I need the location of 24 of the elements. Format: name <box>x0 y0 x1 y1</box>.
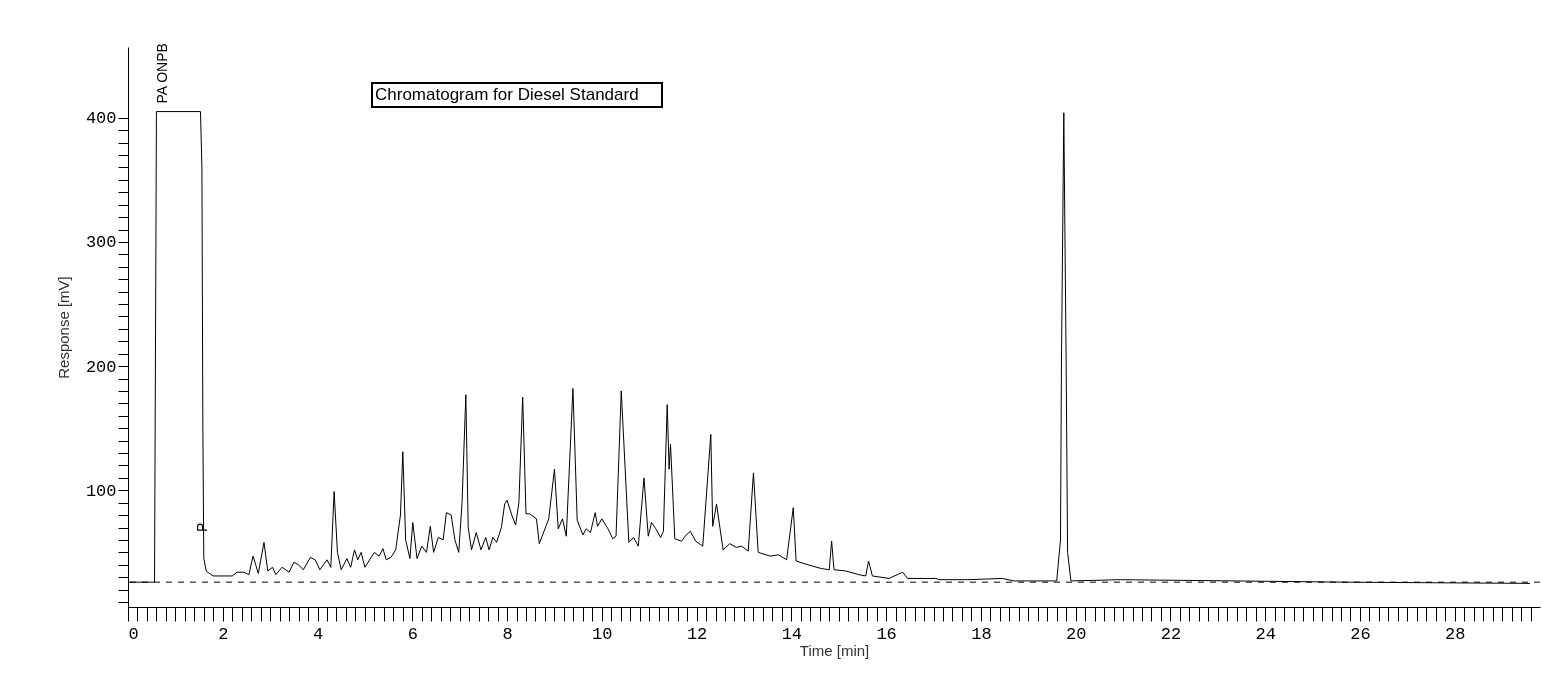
x-tick-label: 22 <box>1160 624 1182 644</box>
x-tick-label: 8 <box>502 624 513 644</box>
x-tick-label: 28 <box>1445 624 1466 644</box>
y-tick-label: 200 <box>85 357 117 377</box>
y-tick-label: 400 <box>85 109 117 129</box>
x-tick-label: 2 <box>218 624 229 644</box>
annotation: P <box>193 522 210 532</box>
x-tick-label: 14 <box>781 624 803 644</box>
y-tick-label: 100 <box>85 481 117 501</box>
x-tick-label: 4 <box>312 624 324 644</box>
x-tick-label: 18 <box>971 624 992 644</box>
y-axis-title: Response [mV] <box>54 276 72 379</box>
x-axis-title: Time [min] <box>799 641 870 659</box>
annotation: PA ONPB <box>153 43 170 104</box>
y-tick-label: 300 <box>85 233 117 253</box>
x-tick-label: 6 <box>407 624 418 644</box>
x-tick-label: 12 <box>686 624 708 644</box>
x-tick-label: 26 <box>1350 624 1371 644</box>
text: Chromatogram for Diesel Standard <box>371 82 663 108</box>
x-tick-label: 20 <box>1065 624 1087 644</box>
x-tick-label: 0 <box>128 624 139 644</box>
x-tick-label: 24 <box>1255 624 1276 644</box>
x-tick-label: 10 <box>592 624 613 644</box>
x-tick-label: 16 <box>876 624 897 644</box>
